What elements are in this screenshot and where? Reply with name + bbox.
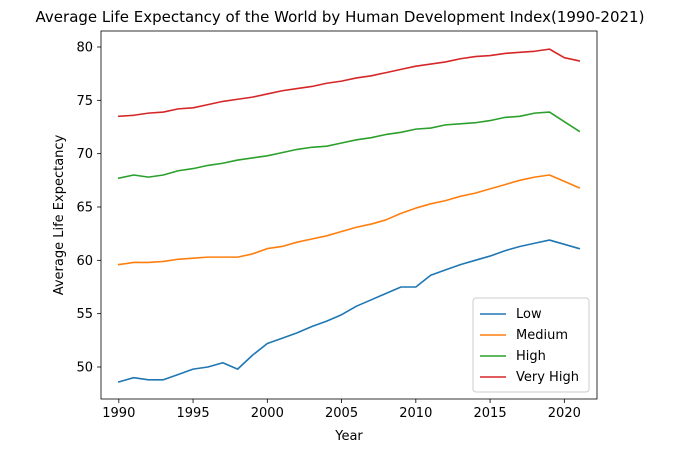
x-tick-label: 1995 (177, 406, 210, 421)
x-tick-label: 2015 (474, 406, 507, 421)
legend-label-high: High (516, 349, 546, 364)
series-line-medium (117, 174, 581, 266)
chart-title: Average Life Expectancy of the World by … (36, 8, 645, 26)
legend-label-low: Low (516, 307, 542, 322)
legend-label-medium: Medium (516, 328, 568, 343)
x-tick-label: 2005 (325, 406, 358, 421)
plot-frame (100, 30, 598, 400)
y-tick-label: 80 (76, 41, 93, 56)
x-tick-label: 1990 (102, 406, 135, 421)
y-tick-label: 50 (76, 361, 93, 376)
y-tick-label: 75 (76, 94, 93, 109)
series-line-low (117, 239, 581, 383)
x-tick-label: 2010 (399, 406, 432, 421)
y-tick-label: 70 (76, 147, 93, 162)
legend: Low Medium High Very High (472, 297, 590, 393)
legend-label-very-high: Very High (516, 370, 579, 385)
legend-box (472, 297, 590, 393)
x-tick-label: 2020 (548, 406, 581, 421)
series-line-very-high (117, 48, 581, 118)
x-tick-label: 2000 (251, 406, 284, 421)
x-axis-ticks: 1990 1995 2000 2005 2010 2015 2020 (102, 399, 581, 421)
y-axis-ticks: 50 55 60 65 70 75 80 (76, 41, 101, 376)
series-layer (117, 48, 581, 383)
y-tick-label: 65 (76, 201, 93, 216)
x-axis-label: Year (334, 429, 363, 444)
y-tick-label: 55 (76, 307, 93, 322)
y-axis-label: Average Life Expectancy (52, 134, 67, 295)
axes-layer (100, 30, 598, 400)
series-line-high (117, 111, 581, 180)
y-tick-label: 60 (76, 254, 93, 269)
